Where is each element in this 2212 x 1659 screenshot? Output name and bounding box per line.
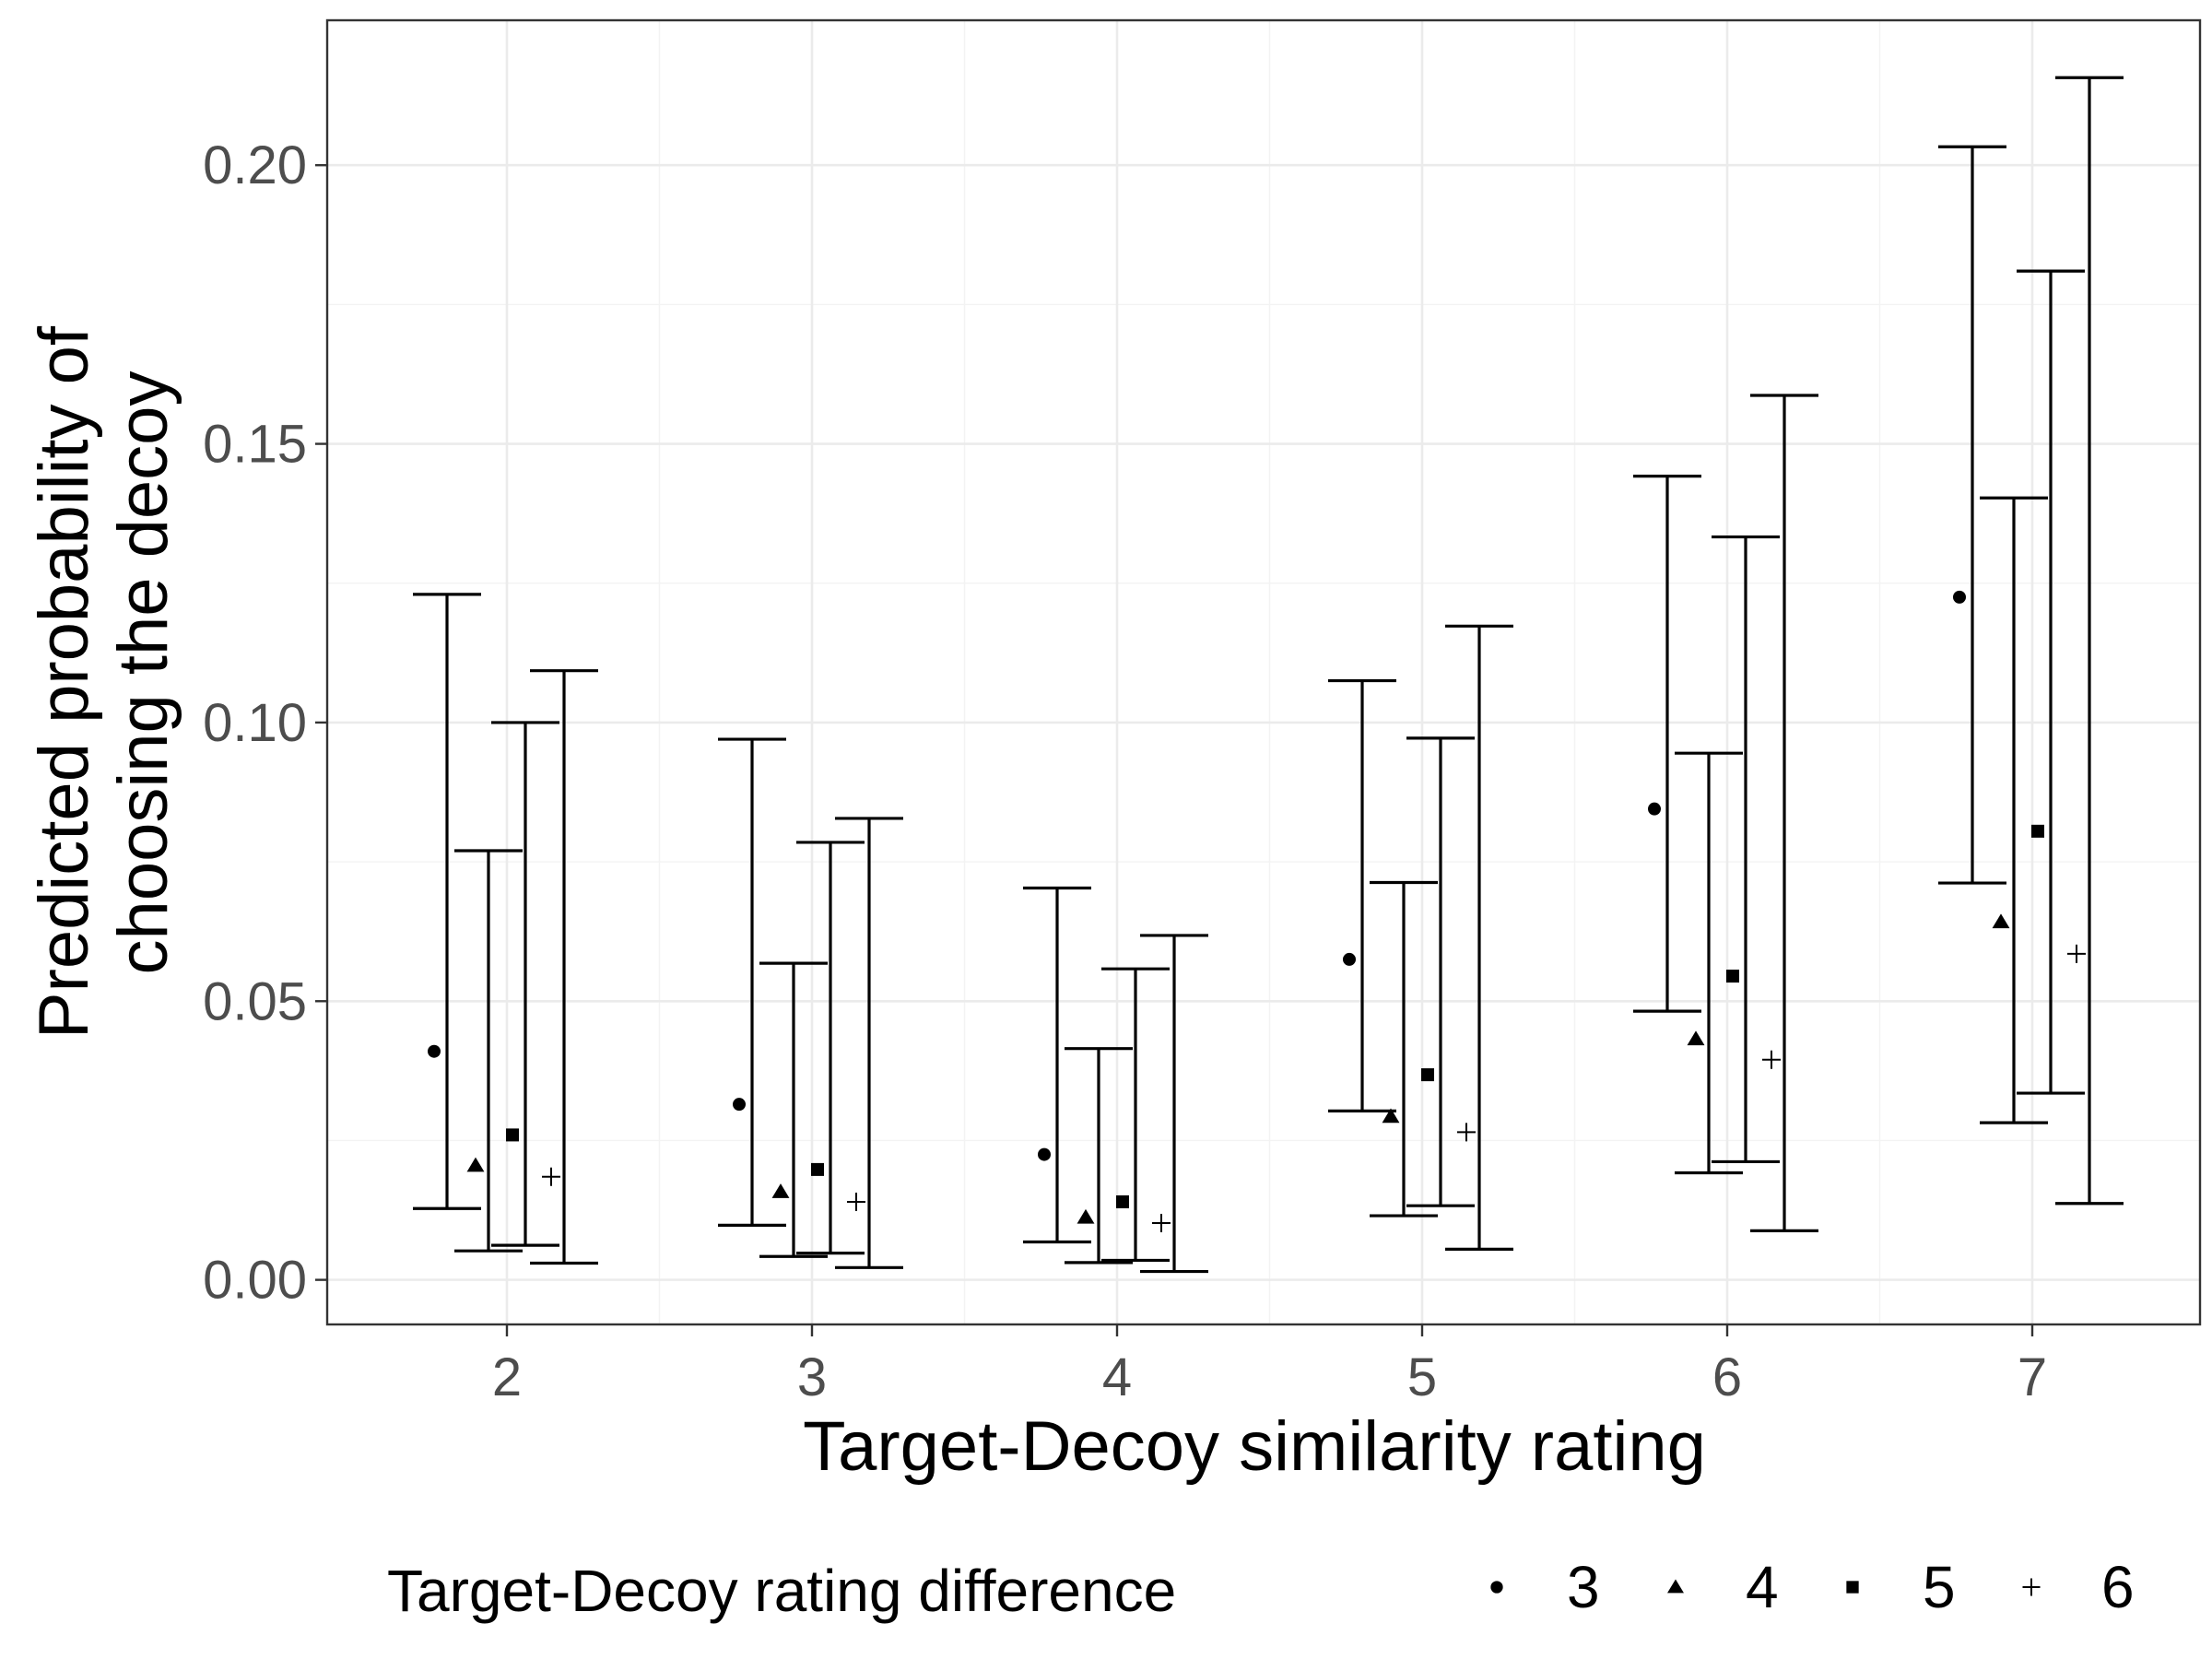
error-bar: [1980, 496, 2048, 1124]
error-bar: [1675, 751, 1743, 1175]
x-tick-label: 7: [2018, 1347, 2047, 1407]
x-tick-label: 3: [797, 1347, 827, 1407]
error-bar: [759, 961, 828, 1258]
data-point-plus: [847, 1192, 865, 1211]
error-bar: [1406, 736, 1475, 1207]
legend: Target-Decoy rating difference 3 4 5 6: [387, 1554, 2135, 1624]
y-tick-label: 0.00: [203, 1251, 307, 1311]
data-point-square: [2031, 824, 2044, 838]
x-axis-tick-labels: 2 3 4 5 6 7: [492, 1347, 2047, 1407]
legend-key-circle: [1490, 1581, 1503, 1594]
major-gridlines: [327, 20, 2200, 1324]
error-bar: [1328, 678, 1396, 1112]
legend-key-square: [1846, 1581, 1859, 1594]
error-bar: [1023, 886, 1091, 1244]
data-point-triangle: [1077, 1208, 1095, 1224]
error-bar: [413, 593, 481, 1210]
error-bar: [530, 669, 598, 1265]
data-point-circle: [428, 1044, 441, 1058]
error-bar: [1938, 145, 2006, 885]
error-bar: [1750, 394, 1818, 1233]
x-tick-label: 6: [1712, 1347, 1742, 1407]
data-point-square: [1726, 970, 1739, 983]
y-tick-label: 0.20: [203, 135, 307, 195]
y-tick-label: 0.10: [203, 693, 307, 753]
data-point-triangle: [1382, 1108, 1400, 1124]
data-point-plus: [1457, 1123, 1476, 1142]
data-point-square: [1116, 1194, 1129, 1208]
data-point-triangle: [1992, 913, 2010, 929]
error-bar: [1140, 934, 1208, 1274]
minor-gridlines: [327, 20, 2200, 1324]
legend-key-plus: [2022, 1578, 2041, 1596]
legend-title: Target-Decoy rating difference: [387, 1558, 1176, 1624]
error-bar: [491, 721, 559, 1247]
data-points: [428, 590, 2086, 1232]
error-bar: [1370, 880, 1438, 1218]
data-point-circle: [1953, 590, 1966, 604]
error-bar: [1633, 475, 1701, 1013]
data-point-plus: [1762, 1050, 1781, 1069]
x-axis-title: Target-Decoy similarity rating: [803, 1407, 1706, 1486]
error-bars: [413, 76, 2124, 1274]
data-point-triangle: [771, 1183, 790, 1198]
data-point-square: [811, 1162, 824, 1176]
x-axis-ticks: [505, 1324, 2034, 1336]
error-bar: [1712, 535, 1780, 1164]
x-tick-label: 2: [492, 1347, 522, 1407]
y-tick-label: 0.15: [203, 415, 307, 475]
data-point-circle: [733, 1098, 746, 1112]
data-point-plus: [2067, 944, 2086, 963]
y-axis-title: Predicted probability of choosing the de…: [25, 307, 182, 1039]
data-point-square: [506, 1128, 519, 1142]
legend-label: 6: [2101, 1554, 2135, 1620]
plot-panel-border: [325, 18, 2202, 1326]
y-tick-label: 0.05: [203, 971, 307, 1031]
legend-key-triangle: [1667, 1579, 1684, 1594]
data-point-triangle: [466, 1157, 485, 1172]
legend-label: 5: [1923, 1554, 1956, 1620]
legend-label: 4: [1746, 1554, 1779, 1620]
error-bar: [835, 817, 903, 1269]
error-bar: [1445, 624, 1513, 1251]
data-point-circle: [1648, 802, 1661, 816]
x-tick-label: 4: [1102, 1347, 1132, 1407]
error-bar: [2017, 269, 2085, 1095]
y-axis-title-line-2: choosing the decoy: [104, 371, 182, 975]
data-point-circle: [1343, 952, 1356, 966]
error-bar: [454, 849, 523, 1253]
y-axis-tick-labels: 0.00 0.05 0.10 0.15 0.20: [203, 135, 307, 1310]
y-axis-title-line-1: Predicted probability of: [25, 325, 103, 1039]
data-point-plus: [542, 1167, 560, 1186]
error-bar: [796, 841, 865, 1255]
error-bar: [2055, 76, 2124, 1206]
error-bar: [718, 737, 786, 1227]
data-point-plus: [1152, 1213, 1171, 1232]
legend-label: 3: [1567, 1554, 1600, 1620]
y-axis-ticks: [315, 164, 327, 1281]
data-point-triangle: [1687, 1030, 1705, 1046]
x-tick-label: 5: [1407, 1347, 1437, 1407]
error-bar: [1101, 967, 1170, 1263]
data-point-circle: [1038, 1147, 1051, 1161]
error-bar: [1065, 1047, 1133, 1265]
data-point-square: [1421, 1068, 1434, 1082]
